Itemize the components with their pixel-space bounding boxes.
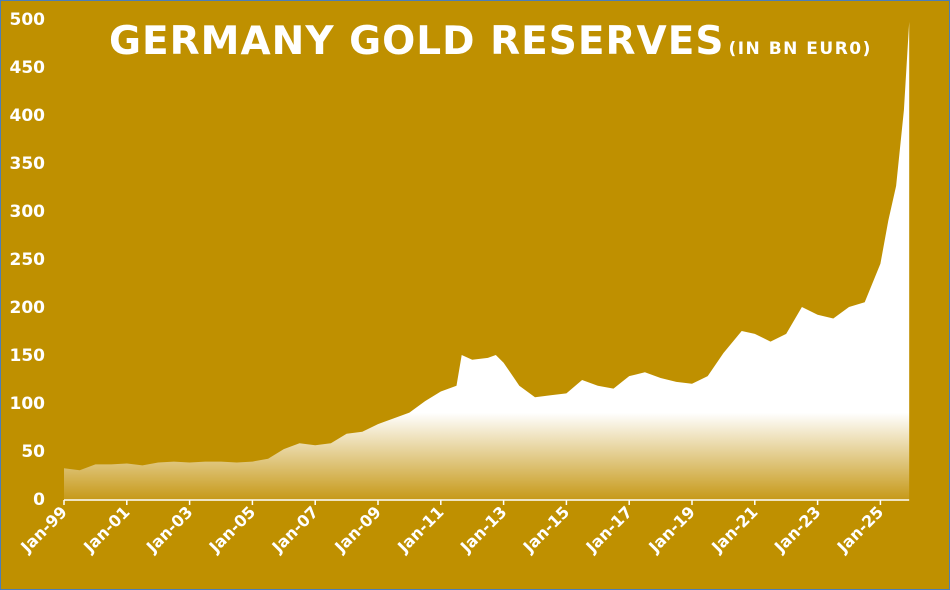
y-tick-label: 0: [33, 490, 45, 510]
y-tick-label: 150: [10, 346, 46, 366]
x-tick-label: Jan-17: [582, 502, 636, 556]
x-tick-label: Jan-99: [16, 502, 70, 556]
x-tick-label: Jan-07: [268, 502, 322, 556]
x-tick-label: Jan-15: [519, 502, 573, 556]
chart-title-main: GERMANY GOLD RESERVES: [109, 19, 725, 64]
y-tick-label: 250: [10, 250, 46, 270]
x-tick-label: Jan-13: [456, 502, 510, 556]
x-tick-label: Jan-11: [393, 502, 447, 556]
y-tick-label: 200: [10, 298, 46, 318]
y-tick-label: 350: [10, 154, 46, 174]
x-tick-label: Jan-23: [770, 502, 824, 556]
x-tick-label: Jan-21: [707, 502, 761, 556]
y-tick-label: 500: [10, 10, 46, 30]
x-tick-label: Jan-01: [79, 502, 133, 556]
y-tick-label: 450: [10, 58, 46, 78]
x-tick-label: Jan-09: [330, 502, 384, 556]
x-tick-label: Jan-03: [142, 502, 196, 556]
x-tick-label: Jan-19: [644, 502, 698, 556]
chart-title-unit: (IN BN EUR0): [728, 39, 872, 59]
gold-reserves-area: [64, 21, 910, 500]
y-tick-label: 100: [10, 394, 46, 414]
chart-title: GERMANY GOLD RESERVES (IN BN EUR0): [109, 19, 872, 64]
y-axis: 0 50 100 150 200 250 300 350 400 450 500: [10, 10, 46, 510]
x-axis: Jan-99 Jan-01 Jan-03 Jan-05 Jan-07 Jan-09 Jan-…: [16, 499, 910, 557]
area-series: [64, 21, 910, 500]
y-tick-label: 400: [10, 106, 46, 126]
x-tick-label: Jan-25: [833, 502, 887, 556]
y-tick-label: 300: [10, 202, 46, 222]
x-tick-label: Jan-05: [205, 502, 259, 556]
y-tick-label: 50: [21, 442, 45, 462]
